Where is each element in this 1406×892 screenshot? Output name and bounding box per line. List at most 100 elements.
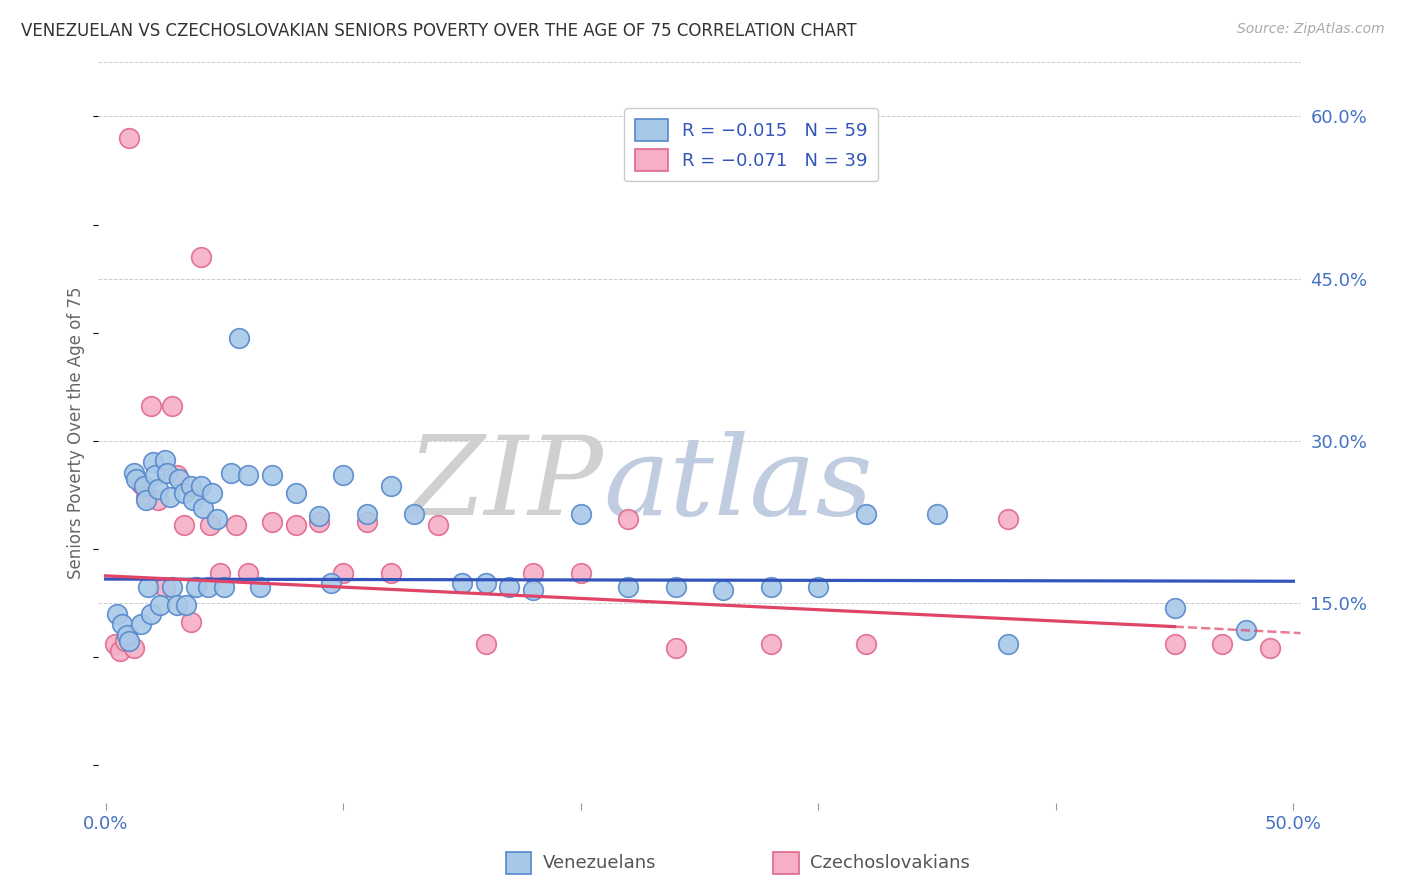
Point	[321, 576, 343, 591]
Point	[125, 471, 148, 485]
Point	[139, 607, 162, 621]
Point	[129, 477, 152, 491]
Point	[221, 466, 243, 480]
Point	[205, 511, 228, 525]
Point	[1234, 623, 1257, 637]
Point	[139, 399, 162, 413]
Point	[759, 580, 782, 594]
Point	[176, 598, 198, 612]
Point	[156, 466, 179, 480]
Point	[759, 637, 782, 651]
Point	[118, 131, 141, 145]
Point	[201, 485, 224, 500]
Point	[129, 617, 152, 632]
Point	[711, 582, 734, 597]
Point	[522, 566, 544, 580]
Text: Venezuelans: Venezuelans	[543, 855, 657, 872]
Point	[190, 250, 212, 264]
Point	[380, 479, 402, 493]
Point	[665, 580, 688, 594]
Point	[284, 485, 307, 500]
Point	[146, 483, 169, 497]
Point	[236, 566, 259, 580]
Point	[617, 511, 640, 525]
Point	[166, 598, 188, 612]
Point	[474, 576, 496, 591]
Text: VENEZUELAN VS CZECHOSLOVAKIAN SENIORS POVERTY OVER THE AGE OF 75 CORRELATION CHA: VENEZUELAN VS CZECHOSLOVAKIAN SENIORS PO…	[21, 22, 856, 40]
Point	[159, 490, 181, 504]
Point	[1258, 641, 1281, 656]
Point	[132, 479, 155, 493]
Point	[167, 471, 190, 485]
Point	[153, 453, 176, 467]
Point	[160, 399, 183, 413]
Point	[208, 566, 231, 580]
Point	[308, 509, 330, 524]
Point	[118, 633, 141, 648]
Point	[665, 641, 688, 656]
Point	[380, 566, 402, 580]
Point	[197, 580, 219, 594]
Point	[855, 507, 877, 521]
Point	[1163, 637, 1185, 651]
Point	[114, 633, 136, 648]
Point	[214, 580, 236, 594]
Text: atlas: atlas	[603, 431, 873, 538]
Point	[332, 566, 354, 580]
Text: ZIP: ZIP	[408, 431, 603, 538]
Point	[249, 580, 271, 594]
Point	[356, 515, 378, 529]
Point	[855, 637, 877, 651]
Point	[569, 507, 592, 521]
Point	[160, 580, 183, 594]
Y-axis label: Seniors Poverty Over the Age of 75: Seniors Poverty Over the Age of 75	[67, 286, 86, 579]
Point	[332, 468, 354, 483]
Point	[145, 468, 167, 483]
Point	[569, 566, 592, 580]
Point	[190, 479, 212, 493]
Point	[122, 641, 145, 656]
Point	[173, 485, 195, 500]
Point	[166, 468, 188, 483]
Point	[427, 518, 450, 533]
Point	[108, 644, 131, 658]
Point	[107, 607, 129, 621]
Point	[925, 507, 948, 521]
Point	[617, 580, 640, 594]
Point	[135, 490, 157, 504]
Point	[115, 628, 138, 642]
Point	[404, 507, 426, 521]
Point	[1211, 637, 1233, 651]
Point	[184, 580, 207, 594]
Point	[122, 466, 145, 480]
Point	[153, 580, 176, 594]
Point	[474, 637, 496, 651]
Point	[498, 580, 520, 594]
Point	[104, 637, 127, 651]
Point	[136, 580, 159, 594]
Point	[225, 518, 247, 533]
Point	[135, 493, 157, 508]
Point	[284, 518, 307, 533]
Point	[260, 515, 283, 529]
Point	[260, 468, 283, 483]
Point	[1163, 601, 1185, 615]
Point	[173, 518, 195, 533]
Point	[180, 615, 202, 630]
Point	[522, 582, 544, 597]
Point	[180, 479, 202, 493]
Text: Source: ZipAtlas.com: Source: ZipAtlas.com	[1237, 22, 1385, 37]
Point	[111, 617, 134, 632]
Point	[146, 493, 169, 508]
Legend: R = −0.015   N = 59, R = −0.071   N = 39: R = −0.015 N = 59, R = −0.071 N = 39	[624, 109, 879, 181]
Point	[997, 637, 1019, 651]
Point	[183, 493, 205, 508]
Point	[308, 515, 330, 529]
Point	[451, 576, 474, 591]
Point	[807, 580, 830, 594]
Point	[198, 518, 221, 533]
Text: Czechoslovakians: Czechoslovakians	[810, 855, 970, 872]
Point	[997, 511, 1019, 525]
Point	[191, 500, 214, 515]
Point	[236, 468, 259, 483]
